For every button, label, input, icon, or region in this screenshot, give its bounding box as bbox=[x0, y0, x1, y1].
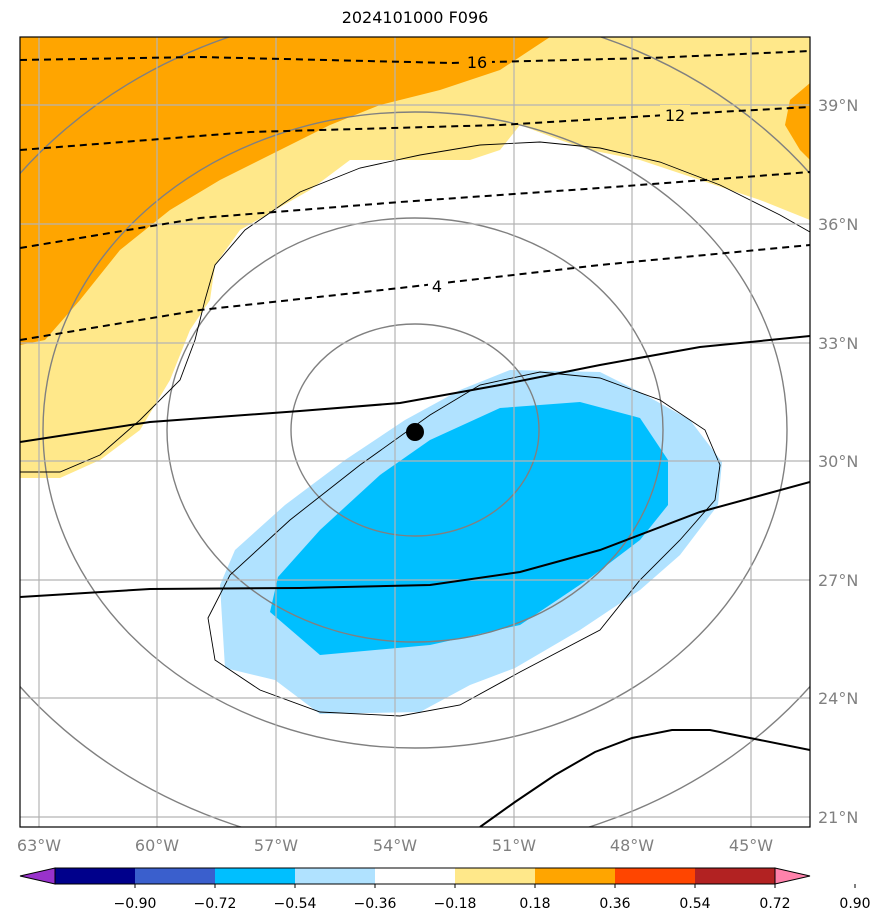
lat-label: 33°N bbox=[818, 334, 858, 353]
lon-label: 63°W bbox=[17, 836, 61, 855]
lon-label: 48°W bbox=[610, 836, 654, 855]
contour-label-4: 4 bbox=[432, 277, 442, 296]
colorbar-tick-label: 0.36 bbox=[599, 896, 630, 912]
blue-negative-region bbox=[270, 402, 668, 655]
colorbar-segment bbox=[615, 868, 696, 884]
dashed-contour-8 bbox=[20, 171, 810, 249]
orange-positive-region-east bbox=[785, 83, 810, 160]
colorbar-tick-label: 0.72 bbox=[759, 896, 790, 912]
solid-contour-lower bbox=[479, 729, 810, 827]
plot-frame bbox=[19, 36, 811, 828]
lat-label: 27°N bbox=[818, 571, 858, 590]
colorbar-segment bbox=[215, 868, 296, 884]
colorbar: −0.90 −0.72 −0.54 −0.36 −0.18 0.18 0.36 0.54 0.7… bbox=[19, 867, 871, 912]
orange-positive-region bbox=[20, 37, 550, 345]
colorbar-segment bbox=[695, 868, 776, 884]
colorbar-tick-label: −0.36 bbox=[354, 896, 397, 912]
lon-label: 45°W bbox=[729, 836, 773, 855]
lat-label: 39°N bbox=[818, 96, 858, 115]
colorbar-tick-label: 0.54 bbox=[679, 896, 710, 912]
lat-label: 36°N bbox=[818, 215, 858, 234]
lat-label: 30°N bbox=[818, 452, 858, 471]
colorbar-frame bbox=[54, 867, 776, 885]
gray-contour-ring bbox=[290, 323, 540, 537]
contour-label-12: 12 bbox=[665, 106, 685, 125]
lon-label: 57°W bbox=[254, 836, 298, 855]
gray-contour-ring bbox=[166, 217, 664, 643]
colorbar-tick-label: 0.18 bbox=[519, 896, 550, 912]
solid-contour-upper bbox=[20, 335, 810, 443]
dashed-contour-12 bbox=[20, 106, 810, 151]
colorbar-tick-label: 0.90 bbox=[839, 896, 870, 912]
colorbar-tick-label: −0.18 bbox=[434, 896, 477, 912]
colorbar-segment bbox=[55, 868, 136, 884]
dashed-contour-16 bbox=[20, 50, 810, 65]
colorbar-tick-label: −0.90 bbox=[114, 896, 157, 912]
storm-center-marker bbox=[406, 423, 424, 441]
colorbar-segment bbox=[295, 868, 376, 884]
colorbar-arrow-min bbox=[19, 867, 56, 885]
solid-contour-middle bbox=[20, 481, 810, 598]
colorbar-segment bbox=[375, 868, 456, 884]
lat-label: 21°N bbox=[818, 808, 858, 827]
gray-contour-ring bbox=[42, 111, 788, 749]
contour-label-16: 16 bbox=[467, 53, 487, 72]
dashed-contour-4 bbox=[20, 244, 810, 341]
lon-label: 60°W bbox=[135, 836, 179, 855]
colorbar-tick-label: −0.54 bbox=[274, 896, 317, 912]
thin-black-contour bbox=[20, 141, 810, 473]
colorbar-segment bbox=[455, 868, 536, 884]
colorbar-segment bbox=[535, 868, 616, 884]
lon-label: 54°W bbox=[373, 836, 417, 855]
lat-label: 24°N bbox=[818, 689, 858, 708]
map-title: 2024101000 F096 bbox=[341, 8, 489, 27]
colorbar-tick-label: −0.72 bbox=[194, 896, 237, 912]
colorbar-arrow-max bbox=[774, 867, 811, 885]
colorbar-segment bbox=[135, 868, 216, 884]
lon-label: 51°W bbox=[492, 836, 536, 855]
